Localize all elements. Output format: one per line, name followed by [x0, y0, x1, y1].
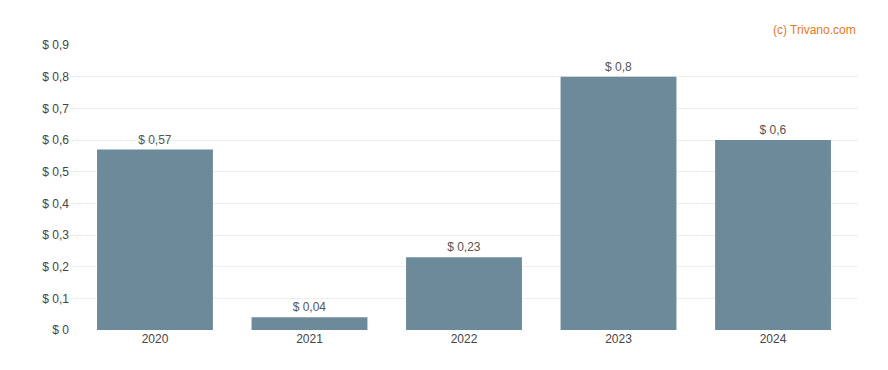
svg-text:2023: 2023: [605, 332, 632, 346]
svg-text:2022: 2022: [451, 332, 478, 346]
svg-text:$ 0,57: $ 0,57: [138, 133, 172, 147]
svg-text:(c) Trivano.com: (c) Trivano.com: [773, 23, 856, 37]
svg-text:$ 0,1: $ 0,1: [42, 292, 69, 306]
svg-text:$ 0,04: $ 0,04: [293, 300, 327, 314]
svg-text:$ 0,2: $ 0,2: [42, 260, 69, 274]
svg-text:$ 0,23: $ 0,23: [447, 240, 481, 254]
svg-text:$ 0,7: $ 0,7: [42, 102, 69, 116]
svg-text:$ 0: $ 0: [52, 323, 69, 337]
svg-text:$ 0,8: $ 0,8: [42, 70, 69, 84]
svg-text:$ 0,6: $ 0,6: [42, 133, 69, 147]
svg-text:$ 0,5: $ 0,5: [42, 165, 69, 179]
svg-text:$ 0,8: $ 0,8: [605, 60, 632, 74]
svg-text:$ 0,9: $ 0,9: [42, 38, 69, 52]
svg-text:2024: 2024: [760, 332, 787, 346]
svg-text:2021: 2021: [296, 332, 323, 346]
svg-text:$ 0,4: $ 0,4: [42, 197, 69, 211]
svg-text:$ 0,6: $ 0,6: [760, 123, 787, 137]
svg-text:2020: 2020: [142, 332, 169, 346]
svg-text:$ 0,3: $ 0,3: [42, 228, 69, 242]
